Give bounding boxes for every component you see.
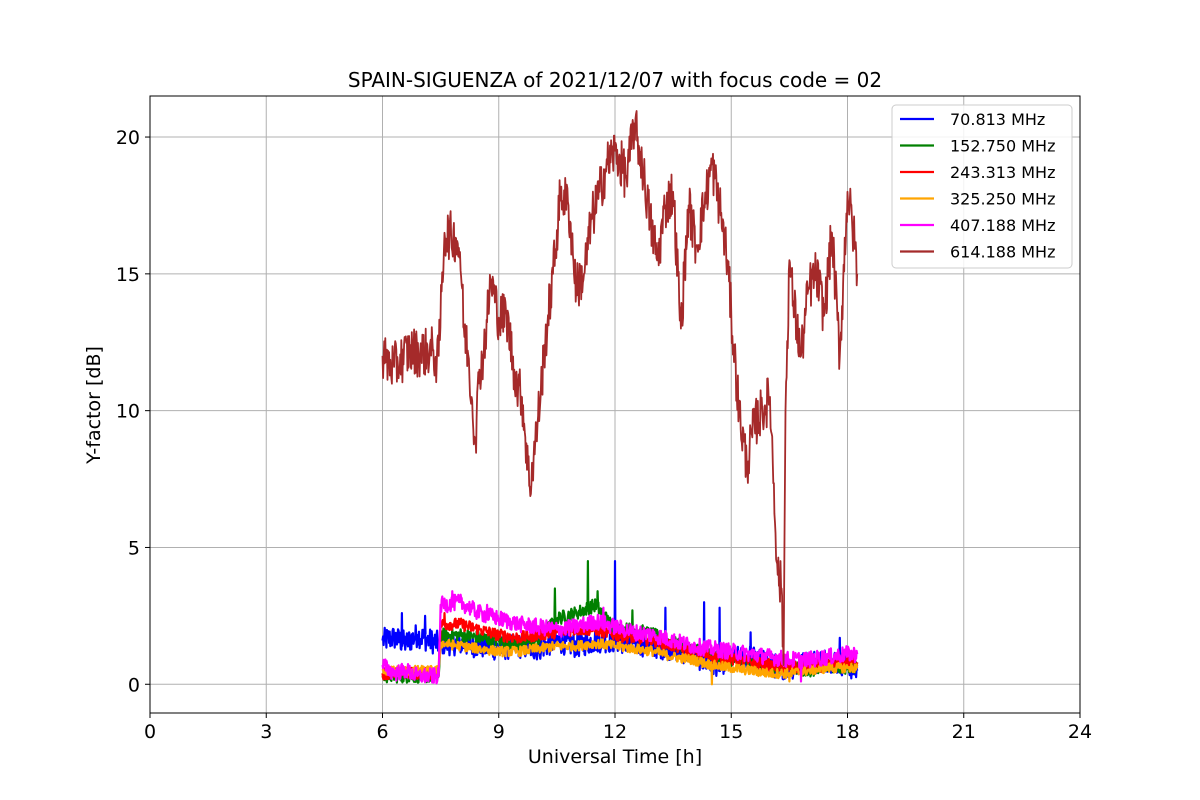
y-tick-label: 10 <box>116 401 140 423</box>
series-layer <box>381 110 859 686</box>
series-line-325-250-mhz <box>381 638 859 686</box>
y-axis: 0 5 10 15 20 <box>116 127 150 696</box>
x-tick-label: 24 <box>1068 721 1092 743</box>
legend: 70.813 MHz 152.750 MHz 243.313 MHz 325.250 … <box>891 104 1073 269</box>
legend-label: 243.313 MHz <box>950 163 1055 182</box>
x-axis: 0 3 6 9 12 15 18 21 24 <box>144 713 1092 743</box>
x-tick-label: 0 <box>144 721 156 743</box>
x-tick-label: 21 <box>952 721 976 743</box>
legend-label: 614.188 MHz <box>950 243 1055 262</box>
y-tick-label: 20 <box>116 127 140 149</box>
y-axis-label: Y-factor [dB] <box>83 346 105 465</box>
legend-label: 70.813 MHz <box>950 110 1045 129</box>
legend-label: 325.250 MHz <box>950 190 1055 209</box>
series-line-614-188-mhz <box>381 110 859 666</box>
legend-label: 152.750 MHz <box>950 137 1055 156</box>
x-tick-label: 6 <box>376 721 388 743</box>
chart-title: SPAIN-SIGUENZA of 2021/12/07 with focus … <box>348 68 882 92</box>
legend-frame <box>891 104 1073 269</box>
y-tick-label: 0 <box>128 674 140 696</box>
x-tick-label: 18 <box>835 721 859 743</box>
y-tick-label: 15 <box>116 264 140 286</box>
x-axis-label: Universal Time [h] <box>528 746 702 768</box>
series-line-407-188-mhz <box>381 590 859 685</box>
x-tick-label: 3 <box>260 721 272 743</box>
legend-label: 407.188 MHz <box>950 216 1055 235</box>
x-tick-label: 15 <box>719 721 743 743</box>
x-tick-label: 9 <box>493 721 505 743</box>
y-tick-label: 5 <box>128 537 140 559</box>
x-tick-label: 12 <box>603 721 627 743</box>
